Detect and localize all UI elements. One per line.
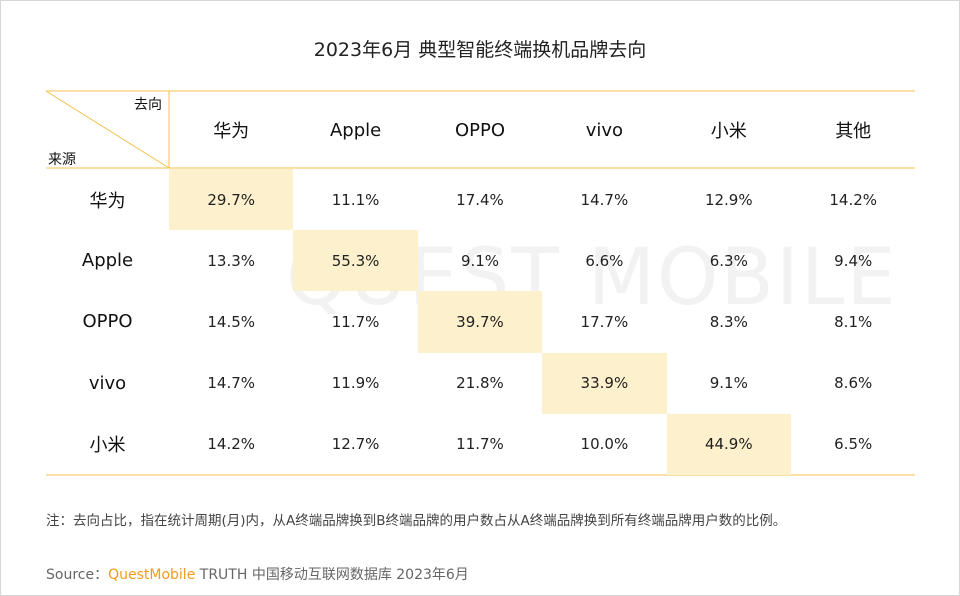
column-header: OPPO bbox=[454, 119, 506, 141]
source: Source：QuestMobile TRUTH 中国移动互联网数据库 2023… bbox=[46, 564, 469, 584]
data-cell: 8.1% bbox=[834, 312, 873, 331]
column-header: 其他 bbox=[835, 121, 872, 142]
data-cell: 10.0% bbox=[580, 435, 629, 454]
column-header: vivo bbox=[585, 119, 624, 141]
column-header: Apple bbox=[329, 119, 382, 141]
corner-top: 去向 bbox=[134, 97, 162, 113]
data-cell: 11.1% bbox=[331, 190, 380, 209]
data-cell: 29.7% bbox=[169, 169, 294, 231]
data-cell: 12.7% bbox=[331, 435, 380, 454]
data-cell: 14.7% bbox=[207, 374, 256, 393]
row-header: OPPO bbox=[82, 311, 133, 333]
data-cell: 55.3% bbox=[293, 230, 418, 292]
data-cell: 14.2% bbox=[207, 435, 256, 454]
row-header: vivo bbox=[88, 372, 127, 394]
data-cell: 33.9% bbox=[542, 352, 667, 414]
data-cell: 11.9% bbox=[331, 374, 380, 393]
row-header: 华为 bbox=[89, 190, 126, 212]
row-header: Apple bbox=[81, 250, 134, 272]
diagonal bbox=[45, 90, 170, 169]
data-cell: 21.8% bbox=[456, 374, 504, 393]
source-text: TRUTH 中国移动互联网数据库 2023年6月 bbox=[199, 567, 469, 583]
title: 2023年6月 典型智能终端换机品牌去向 bbox=[313, 39, 647, 61]
row-header: 小米 bbox=[89, 435, 126, 457]
data-cell: 14.2% bbox=[829, 190, 878, 209]
data-cell: 9.4% bbox=[834, 251, 873, 270]
data-cell: 8.6% bbox=[834, 374, 873, 393]
data-cell: 13.3% bbox=[207, 251, 256, 270]
column-header: 小米 bbox=[710, 121, 747, 142]
data-cell: 9.1% bbox=[709, 374, 748, 393]
corner-bottom: 来源 bbox=[48, 152, 76, 168]
data-cell: 11.7% bbox=[331, 312, 380, 331]
data-cell: 14.5% bbox=[207, 312, 256, 331]
data-cell: 12.9% bbox=[704, 190, 753, 209]
data-cell: 17.4% bbox=[456, 190, 504, 209]
data-cell: 6.3% bbox=[709, 251, 748, 270]
data-cell: 39.7% bbox=[417, 291, 543, 353]
data-cell: 6.5% bbox=[834, 435, 873, 454]
column-header: 华为 bbox=[213, 121, 250, 142]
data-cell: 17.7% bbox=[580, 312, 629, 331]
data-cell: 6.6% bbox=[585, 251, 624, 270]
data-cell: 44.9% bbox=[666, 413, 791, 475]
data-cell: 14.7% bbox=[580, 190, 629, 209]
data-cell: 8.3% bbox=[709, 312, 748, 331]
source-brand: QuestMobile bbox=[108, 567, 196, 583]
data-cell: 9.1% bbox=[460, 251, 500, 270]
source-label: Source： bbox=[46, 567, 109, 583]
data-cell: 11.7% bbox=[456, 435, 504, 454]
note: 注：去向占比，指在统计周期(月)内，从A终端品牌换到B终端品牌的用户数占从A终端… bbox=[46, 513, 787, 529]
